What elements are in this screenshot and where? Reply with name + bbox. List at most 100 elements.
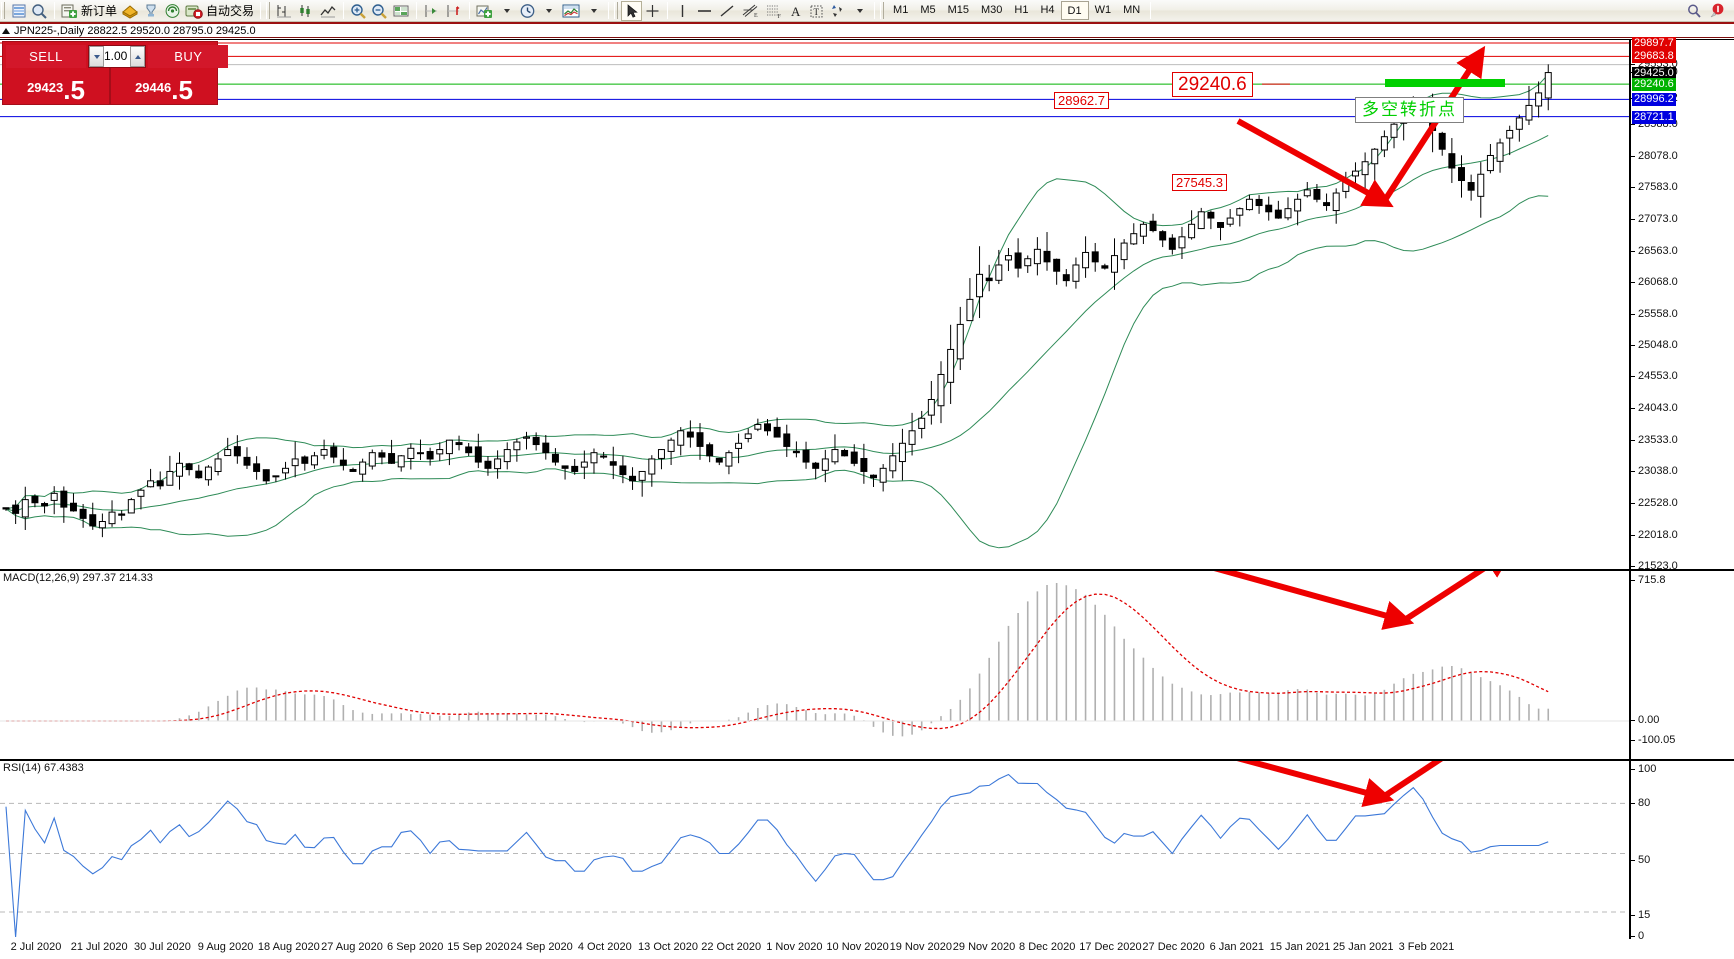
rsi-scale[interactable]: 100 80 50 15 0 (1629, 761, 1734, 942)
zoom-in-icon[interactable] (348, 1, 369, 21)
alerts-icon[interactable] (1705, 1, 1728, 21)
bar-chart-icon[interactable] (273, 1, 295, 21)
price-label-support-line[interactable]: 29240.6 (1632, 78, 1676, 92)
date-tick-label: 10 Nov 2020 (826, 941, 889, 953)
symbol-info-bar: JPN225-,Daily 28822.5 29520.0 28795.0 29… (0, 24, 1734, 38)
crosshair-icon[interactable] (642, 1, 663, 21)
price-target-label[interactable]: 29240.6 (1172, 72, 1253, 97)
trendline-icon[interactable] (716, 1, 738, 21)
timeframe-h1[interactable]: H1 (1014, 4, 1029, 16)
timeframe-h4[interactable]: H4 (1040, 4, 1055, 16)
shapes-dropdown-arrow[interactable] (849, 1, 870, 21)
rsi-plot-area[interactable] (0, 761, 1629, 939)
ask-price[interactable]: 29446 .5 (111, 68, 217, 104)
autotrading-icon[interactable] (183, 1, 205, 21)
data-window-icon[interactable] (29, 1, 50, 21)
indicators-icon[interactable] (474, 1, 496, 21)
price-label-last-price[interactable]: 29425.0 (1632, 66, 1676, 80)
expert-advisors-icon[interactable] (119, 1, 141, 21)
toolbar-grip[interactable] (1, 2, 5, 19)
macd-pane[interactable]: MACD(12,26,9) 297.37 214.33 715.8 0.00 -10… (0, 569, 1734, 759)
chart-grid-icon[interactable] (390, 1, 412, 21)
price-label-level-line[interactable]: 28721.1 (1632, 110, 1676, 124)
date-tick-label: 15 Sep 2020 (447, 941, 510, 953)
bid-price-fraction: .5 (63, 75, 85, 105)
toolbar-separator-5 (469, 2, 471, 19)
timeframe-m1[interactable]: M1 (893, 4, 909, 16)
bid-price-main: 29423 (27, 80, 64, 95)
new-order-icon[interactable] (59, 1, 80, 21)
date-tick-label: 8 Dec 2020 (1019, 941, 1076, 953)
strategy-tester-icon[interactable] (141, 1, 162, 21)
indicators-dropdown-arrow[interactable] (496, 1, 517, 21)
rsi-pane[interactable]: RSI(14) 67.4383 100 80 50 15 0 (0, 759, 1734, 942)
resistance-label[interactable]: 28962.7 (1054, 92, 1109, 109)
timeframe-m30[interactable]: M30 (981, 4, 1003, 16)
volume-decrement-button[interactable] (89, 46, 104, 67)
templates-icon[interactable] (559, 1, 583, 21)
templates-dropdown-arrow[interactable] (583, 1, 604, 21)
search-icon[interactable] (1684, 1, 1705, 21)
shapes-icon[interactable] (827, 1, 849, 21)
buy-button[interactable]: BUY (148, 45, 229, 68)
collapse-triangle-icon[interactable] (2, 27, 10, 34)
macd-scale[interactable]: 715.8 0.00 -100.05 (1629, 571, 1734, 759)
volume-stepper[interactable]: 1.00 (88, 45, 147, 68)
sell-button[interactable]: SELL (6, 45, 86, 68)
signals-icon[interactable] (162, 1, 183, 21)
new-order-label[interactable]: 新订单 (81, 4, 118, 18)
fibonacci-icon[interactable]: F (762, 1, 785, 21)
chart-tools-grip[interactable] (266, 2, 271, 19)
drawing-tools-grip[interactable] (614, 2, 619, 19)
zoom-out-icon[interactable] (369, 1, 390, 21)
history-icon[interactable] (517, 1, 538, 21)
market-watch-icon[interactable] (8, 1, 29, 21)
horizontal-line-icon[interactable] (693, 1, 716, 21)
date-tick-label: 29 Nov 2020 (952, 941, 1016, 953)
timeframe-grip[interactable] (880, 2, 885, 19)
svg-text:T: T (814, 7, 820, 17)
support-label[interactable]: 27545.3 (1172, 174, 1227, 191)
chart-shift-icon[interactable] (421, 1, 443, 21)
price-scale[interactable]: 29553.029425.028996.228588.028078.027583… (1629, 37, 1734, 572)
autotrading-label[interactable]: 自动交易 (206, 4, 255, 18)
bid-price[interactable]: 29423 .5 (3, 68, 109, 104)
svg-text:F: F (778, 14, 782, 19)
label-icon[interactable]: T (806, 1, 827, 21)
price-label-level-line[interactable]: 28996.2 (1632, 93, 1676, 107)
svg-text:A: A (791, 4, 801, 19)
chart-window[interactable]: JPN225-,Daily 28822.5 29520.0 28795.0 29… (0, 22, 1734, 953)
price-label-ask-line[interactable]: 29897.7 (1632, 37, 1676, 50)
auto-scroll-icon[interactable] (443, 1, 465, 21)
timeframe-mn[interactable]: MN (1123, 4, 1141, 16)
candlestick-chart-icon[interactable] (295, 1, 317, 21)
date-tick-label: 25 Jan 2021 (1332, 941, 1394, 953)
one-click-trading-panel[interactable]: SELL 1.00 BUY 29423 .5 29446 .5 (2, 41, 229, 105)
price-pane[interactable]: 29553.029425.028996.228588.028078.027583… (0, 37, 1734, 572)
toolbar-separator-3 (343, 2, 345, 19)
rsi-label: RSI(14) 67.4383 (3, 762, 84, 774)
date-tick-label: 15 Jan 2021 (1269, 941, 1331, 953)
date-axis: 2 Jul 2020 21 Jul 2020 30 Jul 2020 9 Aug 20… (0, 939, 1734, 959)
oct-price-row: 29423 .5 29446 .5 (3, 68, 217, 104)
main-toolbar: 新订单 自动交易 (0, 0, 1734, 22)
toolbar-separator-8 (874, 2, 876, 19)
support-zone-band (1385, 79, 1505, 88)
timeframe-w1[interactable]: W1 (1094, 4, 1112, 16)
line-chart-icon[interactable] (317, 1, 339, 21)
vertical-line-icon[interactable] (672, 1, 693, 21)
timeframe-d1[interactable]: D1 (1060, 1, 1089, 20)
turning-point-note[interactable]: 多空转折点 (1355, 97, 1464, 123)
volume-input[interactable]: 1.00 (104, 46, 131, 67)
cursor-icon[interactable] (621, 0, 643, 21)
timeframe-m15[interactable]: M15 (947, 4, 969, 16)
macd-plot-area[interactable] (0, 571, 1629, 759)
equidistant-channel-icon[interactable]: E (738, 1, 762, 21)
price-label-resistance-line[interactable]: 29683.8 (1632, 50, 1676, 64)
date-tick-label: 9 Aug 2020 (197, 941, 254, 953)
text-icon[interactable]: A (785, 1, 806, 21)
history-dropdown-arrow[interactable] (538, 1, 559, 21)
timeframe-m5[interactable]: M5 (920, 4, 936, 16)
oct-controls-row: SELL 1.00 BUY (3, 42, 229, 68)
volume-increment-button[interactable] (130, 46, 146, 67)
